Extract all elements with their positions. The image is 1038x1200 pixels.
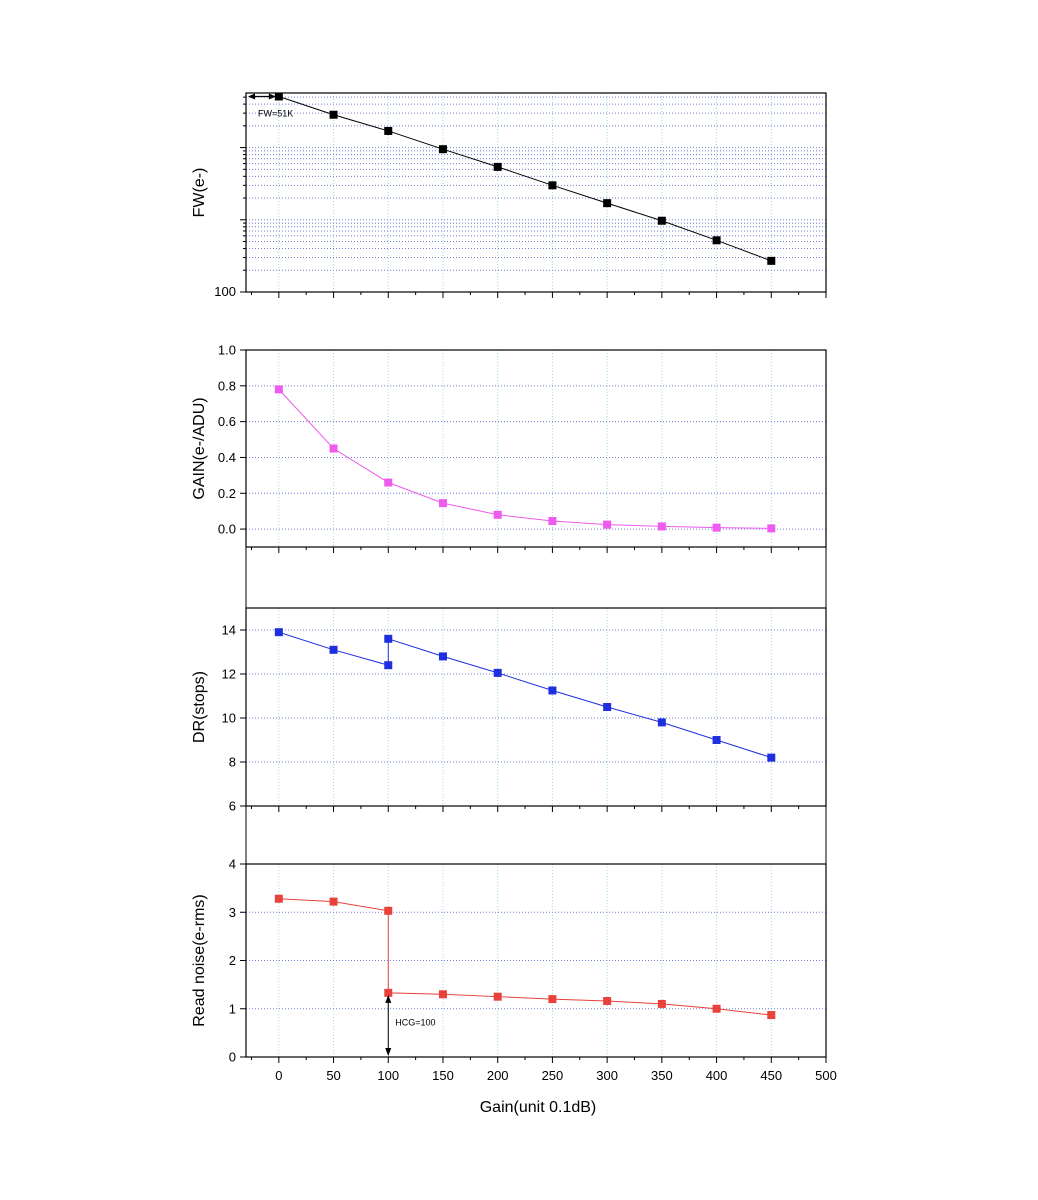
data-point (493, 668, 502, 677)
data-point (767, 524, 776, 533)
data-point (384, 634, 393, 643)
panel-fw: 100 FW(e-) FW=51K (191, 92, 827, 299)
data-point (384, 988, 393, 997)
data-point (548, 181, 557, 190)
data-point (329, 645, 338, 654)
data-point (657, 522, 666, 531)
data-point (274, 628, 283, 637)
data-point (657, 216, 666, 225)
arrowhead-up-icon (385, 994, 392, 1003)
x-tick-label: 500 (815, 1068, 837, 1083)
x-tick-label: 200 (487, 1068, 509, 1083)
data-point (712, 523, 721, 532)
series-line-dr (278, 631, 772, 759)
y-tick-label: 2 (229, 953, 236, 968)
series-line-gain (278, 389, 772, 529)
y-axis-label-dr: DR(stops) (191, 671, 208, 743)
y-axis-label-gain: GAIN(e-/ADU) (191, 397, 208, 499)
series-line-rn (278, 898, 772, 1016)
y-tick-label: 0.8 (218, 378, 236, 393)
y-tick-label: 3 (229, 905, 236, 920)
data-point (438, 499, 447, 508)
data-point (657, 718, 666, 727)
data-point (603, 703, 612, 711)
arrowhead-down-icon (385, 1048, 392, 1056)
data-point (274, 894, 283, 903)
y-tick-label: 1 (229, 1001, 236, 1016)
chart-panels: 100FW(e-)FW=51K0.00.20.40.60.81.0GAIN(e-… (191, 92, 837, 1083)
data-point (384, 478, 393, 487)
data-point (384, 906, 393, 915)
x-tick-label: 250 (542, 1068, 564, 1083)
y-tick-label: 0.4 (218, 450, 236, 465)
x-tick-label: 450 (760, 1068, 782, 1083)
data-point (329, 444, 338, 453)
data-point (274, 92, 283, 101)
x-tick-label: 0 (275, 1068, 282, 1083)
data-point (657, 999, 666, 1008)
x-axis-label: Gain(unit 0.1dB) (480, 1099, 597, 1116)
data-point (603, 520, 612, 529)
x-tick-label: 50 (326, 1068, 340, 1083)
y-tick-label: 0.2 (218, 486, 236, 501)
y-tick-label: 6 (229, 799, 236, 814)
y-tick-label: 10 (222, 711, 236, 726)
x-tick-label: 350 (651, 1068, 673, 1083)
y-axis-label-rn: Read noise(e-rms) (191, 894, 208, 1026)
data-point (548, 995, 557, 1004)
panel-rn: 0 1 2 3 4 Read noise(e-rms) HCG=100 (191, 857, 827, 1065)
arrowhead-right-icon (268, 93, 276, 100)
data-point (712, 736, 721, 744)
plot-frame (245, 863, 827, 1058)
y-tick-label: 0.6 (218, 414, 236, 429)
plot-frame (245, 349, 827, 548)
arrowhead-left-icon (248, 93, 255, 100)
data-point (438, 990, 447, 999)
data-point (274, 385, 283, 394)
y-tick-label: 14 (222, 623, 236, 638)
data-point (767, 1011, 776, 1020)
data-point (438, 652, 447, 661)
x-tick-label: 150 (432, 1068, 454, 1083)
y-axis-label-fw: FW(e-) (191, 168, 208, 218)
y-tick-label: 12 (222, 667, 236, 682)
annotation-hcg: HCG=100 (395, 1018, 435, 1028)
data-point (329, 110, 338, 119)
x-tick-labels: 0 50 100 150 200 250 300 350 400 450 500 (275, 1068, 837, 1083)
data-point (384, 126, 393, 135)
data-point (438, 145, 447, 154)
data-point (767, 753, 776, 762)
data-point (493, 992, 502, 1001)
y-tick-label: 0.0 (218, 522, 236, 537)
x-tick-label: 300 (596, 1068, 618, 1083)
data-point (493, 162, 502, 171)
series-line-fw (278, 96, 772, 262)
data-point (603, 997, 612, 1006)
data-point (712, 236, 721, 245)
panel-dr: 6 8 10 12 14 DR(stops) (191, 607, 827, 814)
data-point (384, 661, 393, 670)
y-tick-label: 8 (229, 755, 236, 770)
y-tick-label: 4 (229, 857, 236, 872)
data-point (603, 199, 612, 208)
data-point (493, 510, 502, 519)
annotation-fw: FW=51K (258, 108, 293, 118)
x-tick-label: 100 (377, 1068, 399, 1083)
data-point (712, 1004, 721, 1013)
plot-frame (245, 92, 827, 293)
y-tick-label: 1.0 (218, 343, 236, 358)
data-point (767, 256, 776, 265)
data-point (329, 897, 338, 906)
y-tick-label: 100 (214, 284, 236, 299)
x-tick-label: 400 (706, 1068, 728, 1083)
plot-frame (245, 607, 827, 807)
panel-gain: 0.0 0.2 0.4 0.6 0.8 1.0 GAIN(e-/ADU) (191, 343, 827, 553)
data-point (548, 686, 557, 695)
data-point (548, 517, 557, 526)
y-tick-label: 0 (229, 1050, 236, 1065)
